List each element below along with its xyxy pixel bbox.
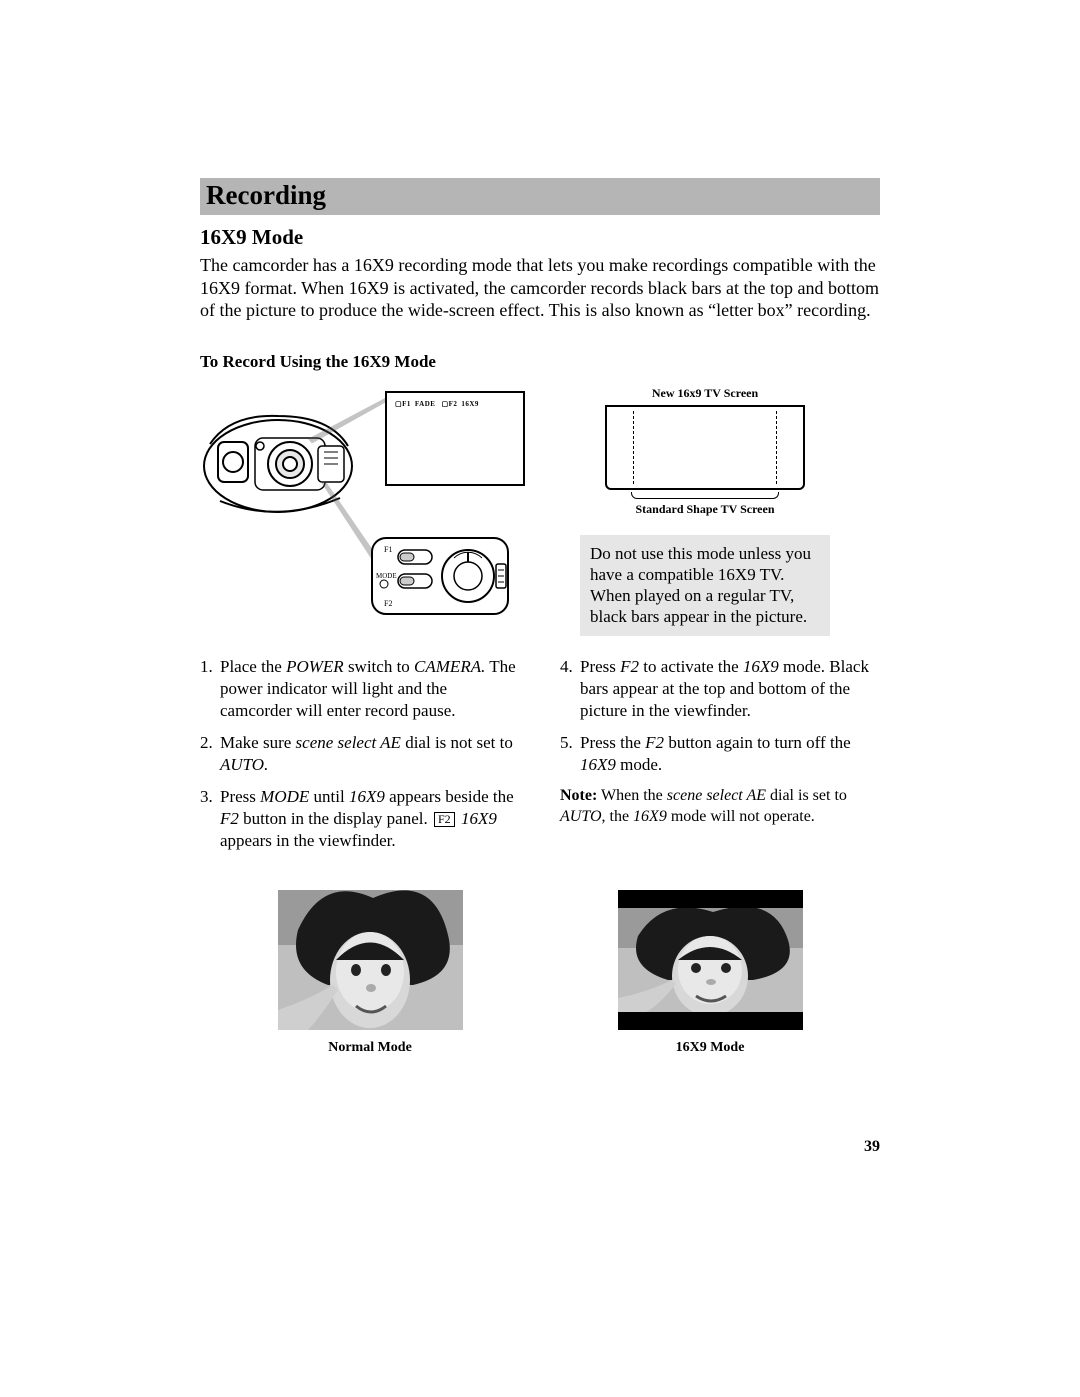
section-title: 16X9 Mode bbox=[200, 225, 880, 250]
16x9-mode-image bbox=[618, 890, 803, 1030]
svg-text:F1: F1 bbox=[384, 545, 392, 554]
step-5: 5. Press the F2 button again to turn off… bbox=[560, 732, 880, 776]
section-header: Recording bbox=[200, 178, 880, 215]
page-number: 39 bbox=[864, 1138, 880, 1156]
steps-columns: 1. Place the POWER switch to CAMERA. The… bbox=[200, 656, 880, 863]
step-1: 1. Place the POWER switch to CAMERA. The… bbox=[200, 656, 520, 722]
step-3: 3. Press MODE until 16X9 appears beside … bbox=[200, 786, 520, 852]
normal-mode-figure: Normal Mode bbox=[278, 890, 463, 1056]
svg-text:F2: F2 bbox=[384, 599, 392, 608]
viewfinder-display: ▢F1 FADE ▢F2 16X9 bbox=[385, 391, 525, 486]
tv-diagram: New 16x9 TV Screen Standard Shape TV Scr… bbox=[560, 386, 850, 636]
normal-mode-image bbox=[278, 890, 463, 1030]
16x9-mode-caption: 16X9 Mode bbox=[618, 1040, 803, 1056]
warning-note: Do not use this mode unless you have a c… bbox=[580, 535, 830, 636]
intro-paragraph: The camcorder has a 16X9 recording mode … bbox=[200, 254, 880, 322]
control-panel-icon: F1 MODE F2 bbox=[370, 536, 510, 616]
camcorder-diagram: ▢F1 FADE ▢F2 16X9 F1 MODE F2 bbox=[200, 386, 530, 636]
mode-comparison: Normal Mode bbox=[200, 890, 880, 1056]
right-column: 4. Press F2 to activate the 16X9 mode. B… bbox=[560, 656, 880, 863]
step-4: 4. Press F2 to activate the 16X9 mode. B… bbox=[560, 656, 880, 722]
camcorder-icon bbox=[200, 406, 355, 516]
subheading: To Record Using the 16X9 Mode bbox=[200, 352, 880, 372]
tv-screen-icon bbox=[605, 405, 805, 490]
16x9-mode-figure: 16X9 Mode bbox=[618, 890, 803, 1056]
tv-bottom-label: Standard Shape TV Screen bbox=[635, 502, 774, 517]
normal-mode-caption: Normal Mode bbox=[278, 1040, 463, 1056]
diagram-row: ▢F1 FADE ▢F2 16X9 F1 MODE F2 bbox=[200, 386, 880, 636]
tv-top-label: New 16x9 TV Screen bbox=[652, 386, 758, 401]
note: Note: When the scene select AE dial is s… bbox=[560, 786, 880, 828]
left-column: 1. Place the POWER switch to CAMERA. The… bbox=[200, 656, 520, 863]
f2-box-icon: F2 bbox=[434, 812, 455, 827]
step-2: 2. Make sure scene select AE dial is not… bbox=[200, 732, 520, 776]
brace-icon bbox=[631, 492, 779, 500]
svg-text:MODE: MODE bbox=[376, 572, 397, 580]
